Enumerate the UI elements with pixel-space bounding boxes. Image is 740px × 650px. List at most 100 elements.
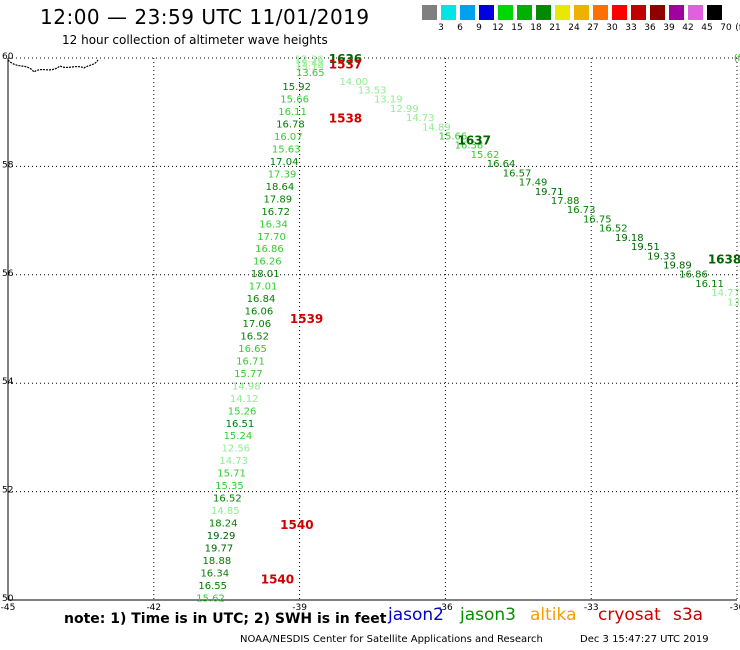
wave-height-label: 16.65 [238,344,267,355]
wave-height-label: 17.49 [519,178,548,189]
satellite-name: cryosat [598,605,661,625]
wave-height-label: 16.55 [198,581,227,592]
wave-height-label: 17.01 [249,282,278,293]
lat-tick-label: 54 [2,377,14,387]
legend-swatch [517,5,532,20]
legend-label: 39 [663,23,675,33]
time-label: 1637 [458,133,491,147]
footer-date: Dec 3 15:47:27 UTC 2019 [580,634,709,645]
wave-height-label: 19.18 [615,233,644,244]
legend-swatch [555,5,570,20]
wave-height-label: 13.14 [295,62,324,73]
legend-swatch [650,5,665,20]
wave-height-label: 13.65 [296,68,325,79]
lon-tick-label: -36 [438,603,453,613]
wave-height-label: 15.92 [282,82,311,93]
legend-swatch [498,5,513,20]
wave-height-label: 16.34 [259,219,288,230]
wave-height-label: 17.06 [242,319,271,330]
legend-swatch [422,5,437,20]
wave-height-label: 15.63 [272,145,301,156]
wave-height-label: 19.29 [207,531,236,542]
wave-height-label: 16.11 [695,279,724,290]
wave-height-label: 16.07 [274,132,303,143]
wave-height-label: 19.33 [647,251,676,262]
wave-height-label: 18.64 [266,182,295,193]
legend-label: 70 [720,23,732,33]
wave-height-label: 15.26 [228,406,257,417]
legend-label: 15 [511,23,523,33]
wave-height-label: 13.63 [727,297,740,308]
time-label: 1638 [708,253,740,267]
time-label: 1540 [261,572,294,586]
footer-center: NOAA/NESDIS Center for Satellite Applica… [240,634,543,645]
wave-height-label: 12.56 [221,444,250,455]
wave-height-label: 16.52 [213,494,242,505]
wave-height-label: 16.86 [255,244,284,255]
wave-height-label: 17.89 [263,194,292,205]
legend-swatch [669,5,684,20]
wave-height-label: 17.88 [551,196,580,207]
wave-height-label: 14.12 [230,394,259,405]
legend-label: 3 [438,23,444,33]
right-unit-label: (ft) [734,54,740,64]
wave-height-label: 16.73 [567,205,596,216]
legend-label: 24 [568,23,580,33]
legend-label: 18 [530,23,542,33]
wave-height-label: 14.98 [232,381,261,392]
lat-tick-label: 60 [2,52,14,62]
time-label: 1538 [329,112,362,126]
lon-tick-label: -39 [292,603,307,613]
legend-label: 6 [457,23,463,33]
wave-height-label: 16.26 [253,257,282,268]
wave-height-label: 15.66 [439,132,468,143]
legend-swatch [593,5,608,20]
wave-height-label: 14.73 [406,113,435,124]
legend-label: 30 [606,23,618,33]
wave-height-label: 16.38 [455,141,484,152]
wave-height-label: 19.71 [535,187,564,198]
wave-height-label: 16.72 [261,207,290,218]
time-label: 1540 [280,518,313,532]
lat-tick-label: 56 [2,269,14,279]
wave-height-label: 16.75 [583,214,612,225]
page-title: 12:00 — 23:59 UTC 11/01/2019 [40,5,370,29]
legend-swatch [479,5,494,20]
wave-height-label: 16.34 [200,568,229,579]
legend-swatch [707,5,722,20]
wave-height-label: 14.00 [339,77,368,88]
legend-swatch [574,5,589,20]
wave-height-label: 19.51 [631,242,660,253]
satellite-name: s3a [673,605,704,625]
legend-swatch [460,5,475,20]
wave-height-label: 16.84 [247,294,276,305]
wave-height-label: 15.66 [280,95,309,106]
wave-height-label: 16.86 [679,270,708,281]
wave-height-label: 15.71 [217,469,246,480]
lon-tick-label: -42 [146,603,161,613]
legend-swatch [688,5,703,20]
legend-label: 36 [644,23,656,33]
wave-height-label: 15.62 [196,593,225,604]
lon-tick-label: -45 [1,603,16,613]
wave-height-label: 18.24 [209,518,238,529]
legend-swatch [536,5,551,20]
page-subtitle: 12 hour collection of altimeter wave hei… [62,33,328,47]
satellite-name: altika [530,605,577,625]
legend-label: 27 [587,23,599,33]
wave-height-label: 16.06 [245,307,274,318]
wave-height-label: 16.52 [599,224,628,235]
time-label: 1539 [290,312,323,326]
lat-tick-label: 52 [2,486,13,496]
wave-height-label: 16.64 [487,159,516,170]
wave-height-label: 15.77 [234,369,263,380]
legend-label: 21 [549,23,561,33]
wave-height-label: 16.57 [503,168,532,179]
wave-height-label: 18.01 [251,269,280,280]
wave-height-label: 19.77 [205,543,234,554]
wave-height-label: 16.78 [276,120,305,131]
wave-height-label: 13.53 [358,85,387,96]
satellite-name: jason3 [460,605,516,625]
wave-height-label: 16.52 [240,332,269,343]
